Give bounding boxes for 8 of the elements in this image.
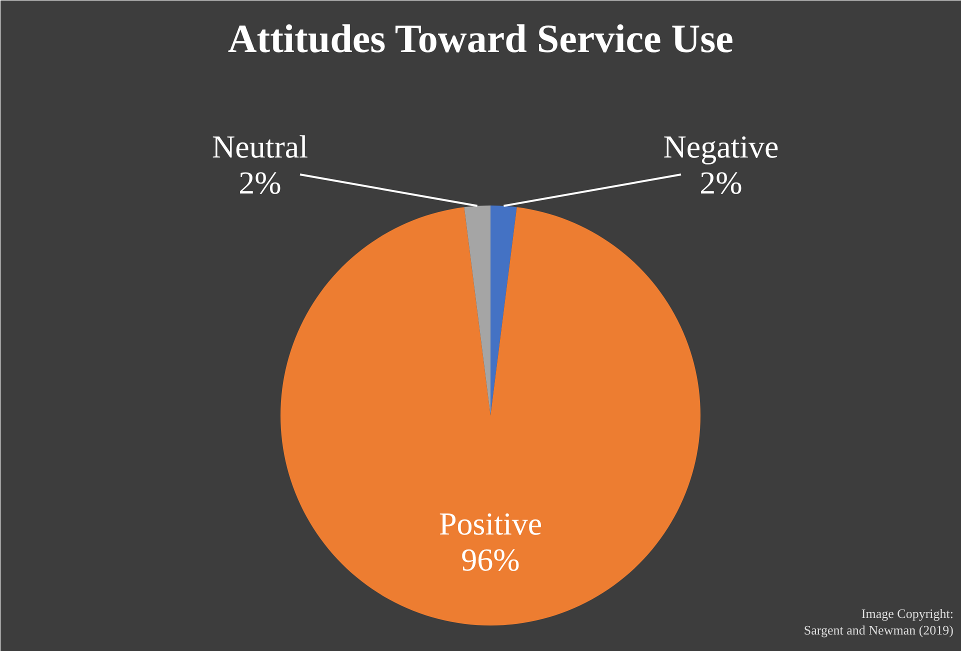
slice-label: Negative xyxy=(663,128,779,164)
data-label: 2% xyxy=(238,164,282,200)
slice-label: Neutral xyxy=(212,128,308,164)
slice-label: Positive xyxy=(438,506,542,542)
data-label: 96% xyxy=(461,542,520,578)
data-label: 2% xyxy=(700,164,742,200)
chart-title: Attitudes Toward Service Use xyxy=(228,16,734,61)
text: Image Copyright: Sargent and Newman (2019) xyxy=(804,606,954,638)
